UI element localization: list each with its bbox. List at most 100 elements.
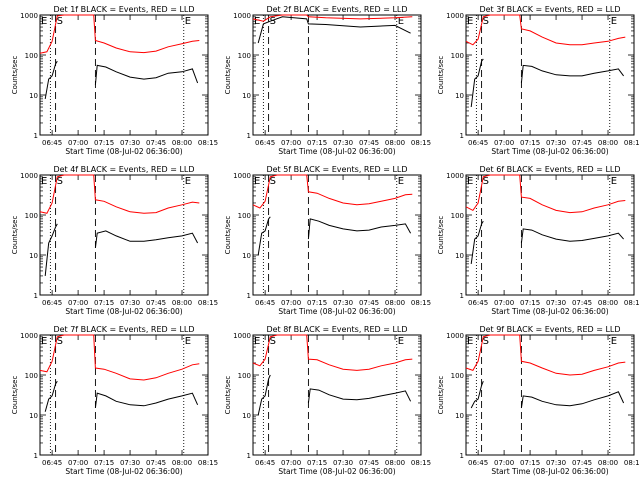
plot-frame — [252, 334, 422, 456]
marker-label: S — [270, 16, 276, 27]
x-tick-label: 06:45 — [42, 299, 62, 307]
x-tick-label: 07:00 — [494, 139, 514, 147]
marker-label: E — [398, 176, 404, 187]
x-tick-label: 07:30 — [546, 299, 566, 307]
marker-label: E — [254, 336, 260, 347]
marker-label: S — [483, 336, 489, 347]
x-axis-label: Start Time (08-Jul-02 06:36:00) — [278, 467, 395, 476]
marker-label: E — [611, 336, 617, 347]
series-line — [470, 381, 625, 409]
x-tick-label: 07:30 — [546, 139, 566, 147]
chart-title: Det 1f BLACK = Events, RED = LLD — [53, 5, 194, 14]
x-tick-label: 08:00 — [598, 139, 618, 147]
x-tick-label: 06:45 — [468, 459, 488, 467]
x-tick-label: 07:15 — [94, 299, 114, 307]
x-tick-label: 07:15 — [94, 459, 114, 467]
y-tick-label: 10 — [29, 412, 38, 420]
marker-label: S — [270, 176, 276, 187]
series-line — [39, 14, 200, 54]
marker-label: E — [254, 16, 260, 27]
x-axis-label: Start Time (08-Jul-02 06:36:00) — [278, 307, 395, 316]
plot-frame — [39, 14, 209, 136]
y-tick-label: 10 — [29, 252, 38, 260]
x-tick-label: 06:45 — [468, 299, 488, 307]
x-tick-label: 08:00 — [385, 299, 405, 307]
x-tick-label: 07:00 — [494, 459, 514, 467]
plot-frame — [39, 174, 209, 296]
marker-label: E — [398, 336, 404, 347]
chart-panel: Det 6f BLACK = Events, RED = LLD 1 10 100 10… — [437, 165, 640, 316]
y-axis-label: Counts/sec — [224, 216, 232, 255]
x-tick-label: 06:45 — [42, 139, 62, 147]
marker-label: E — [398, 16, 404, 27]
y-tick-label: 100 — [25, 212, 38, 220]
y-tick-label: 1 — [247, 292, 251, 300]
x-tick-label: 08:00 — [172, 139, 192, 147]
x-axis-label: Start Time (08-Jul-02 06:36:00) — [278, 147, 395, 156]
y-tick-label: 100 — [25, 52, 38, 60]
y-axis-label: Counts/sec — [437, 56, 445, 95]
series-line — [39, 334, 200, 381]
y-tick-label: 10 — [455, 92, 464, 100]
marker-label: E — [611, 176, 617, 187]
x-tick-label: 08:00 — [598, 459, 618, 467]
y-tick-label: 1000 — [446, 332, 464, 340]
marker-label: S — [57, 16, 63, 27]
y-tick-label: 100 — [238, 212, 251, 220]
x-tick-label: 08:15 — [411, 139, 431, 147]
x-tick-label: 07:15 — [94, 139, 114, 147]
plot-frame — [465, 174, 635, 296]
series-line — [470, 58, 625, 108]
chart-title: Det 3f BLACK = Events, RED = LLD — [479, 5, 620, 14]
marker-label: E — [467, 336, 473, 347]
x-tick-label: 07:45 — [146, 299, 166, 307]
x-tick-label: 08:15 — [411, 299, 431, 307]
marker-label: E — [185, 176, 191, 187]
x-tick-label: 07:45 — [572, 459, 592, 467]
y-tick-label: 1000 — [233, 172, 251, 180]
y-tick-label: 100 — [238, 372, 251, 380]
chart-title: Det 5f BLACK = Events, RED = LLD — [266, 165, 407, 174]
y-tick-label: 1 — [460, 452, 464, 460]
marker-label: E — [41, 16, 47, 27]
series-line — [465, 174, 626, 214]
chart-panel: Det 8f BLACK = Events, RED = LLD 1 10 100 10… — [224, 325, 431, 476]
x-tick-label: 07:00 — [494, 299, 514, 307]
series-line — [465, 14, 626, 46]
x-tick-label: 07:15 — [520, 459, 540, 467]
series-line — [44, 60, 199, 99]
y-tick-label: 1000 — [446, 172, 464, 180]
x-axis-label: Start Time (08-Jul-02 06:36:00) — [65, 147, 182, 156]
series-line — [257, 374, 412, 416]
x-tick-label: 08:15 — [198, 459, 218, 467]
y-tick-label: 1 — [34, 292, 38, 300]
marker-label: S — [57, 176, 63, 187]
x-tick-label: 07:00 — [68, 139, 88, 147]
x-tick-label: 08:15 — [624, 139, 640, 147]
x-tick-label: 07:00 — [68, 299, 88, 307]
series-line — [44, 380, 199, 412]
x-tick-label: 07:30 — [333, 299, 353, 307]
x-tick-label: 06:45 — [468, 139, 488, 147]
y-axis-label: Counts/sec — [437, 216, 445, 255]
x-tick-label: 07:45 — [572, 299, 592, 307]
y-axis-label: Counts/sec — [224, 56, 232, 95]
x-tick-label: 07:00 — [281, 459, 301, 467]
x-tick-label: 06:45 — [255, 299, 275, 307]
y-tick-label: 1000 — [20, 12, 38, 20]
x-tick-label: 07:15 — [307, 459, 327, 467]
y-tick-label: 1 — [34, 452, 38, 460]
marker-label: S — [57, 336, 63, 347]
series-line — [257, 16, 411, 44]
x-axis-label: Start Time (08-Jul-02 06:36:00) — [491, 467, 608, 476]
chart-title: Det 7f BLACK = Events, RED = LLD — [53, 325, 194, 334]
marker-label: E — [611, 16, 617, 27]
series-line — [252, 14, 413, 22]
x-tick-label: 08:15 — [624, 459, 640, 467]
plot-frame — [465, 14, 635, 136]
y-tick-label: 10 — [29, 92, 38, 100]
y-tick-label: 10 — [242, 92, 251, 100]
x-tick-label: 08:00 — [385, 139, 405, 147]
y-axis-label: Counts/sec — [11, 56, 19, 95]
y-tick-label: 10 — [455, 252, 464, 260]
